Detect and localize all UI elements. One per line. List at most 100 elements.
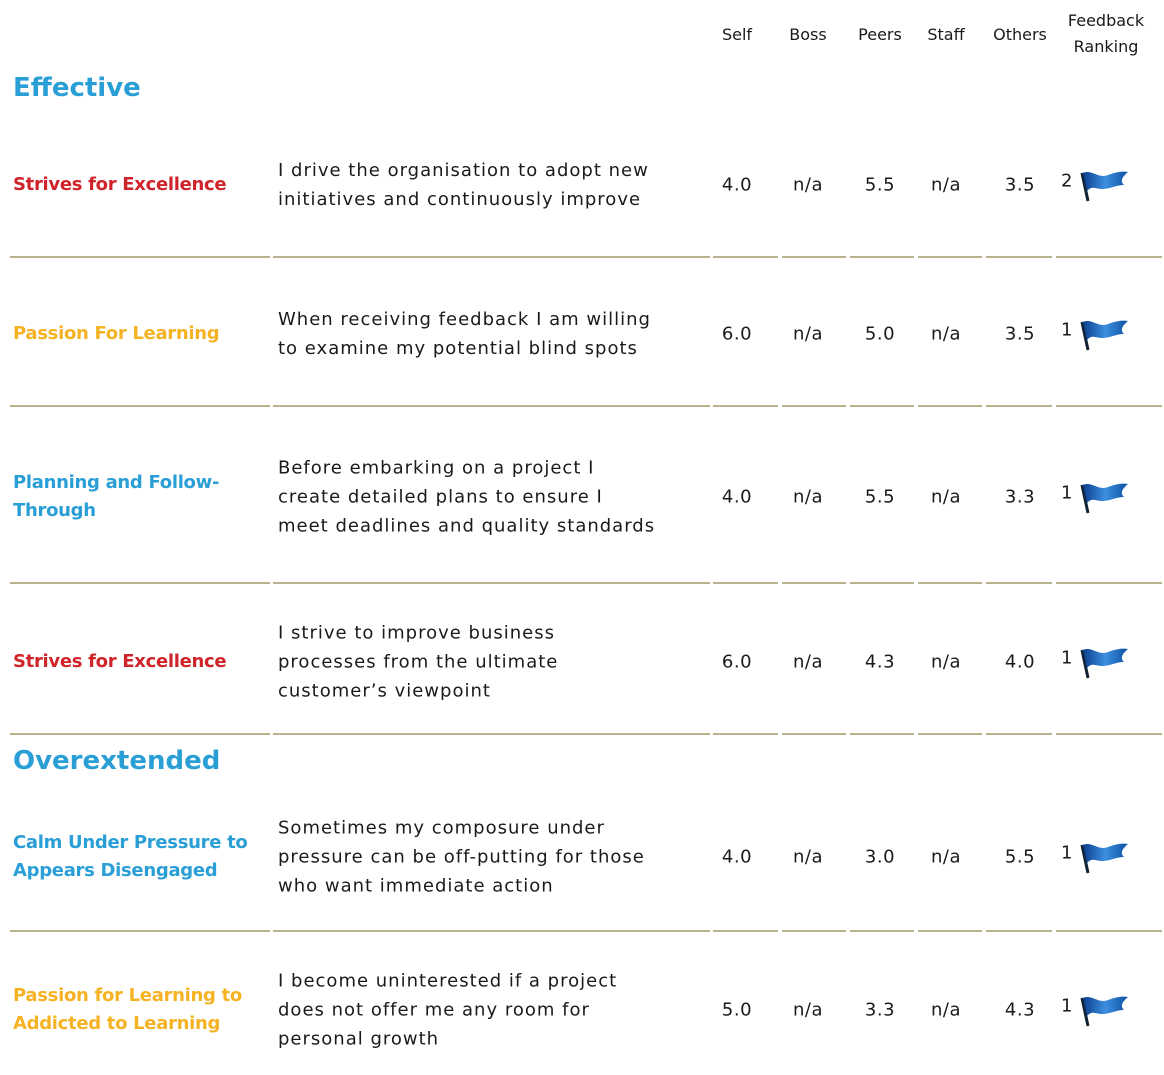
section-title: Overextended <box>13 746 221 776</box>
row-separator <box>918 256 982 258</box>
flag <box>1080 648 1128 679</box>
competency-label: Strives for Excellence <box>13 651 227 672</box>
flag <box>1080 843 1128 874</box>
flag-icon <box>1078 644 1130 684</box>
rank: 1 <box>1061 482 1073 504</box>
row-separator <box>1056 405 1162 407</box>
score: n/a <box>930 174 962 196</box>
rank: 1 <box>1061 842 1073 864</box>
row-separator <box>10 582 270 584</box>
score: 5.0 <box>721 999 753 1021</box>
rank: 1 <box>1061 647 1073 669</box>
competency-label: Passion For Learning <box>13 323 220 344</box>
flag-icon <box>1078 479 1130 519</box>
score: 4.0 <box>721 846 753 868</box>
row-separator <box>273 256 710 258</box>
row-separator <box>10 256 270 258</box>
row-separator <box>850 582 914 584</box>
competency-label: Strives for Excellence <box>13 174 227 195</box>
statement: When receiving feedback I am willing to … <box>278 309 651 359</box>
row-separator <box>1056 582 1162 584</box>
row-separator <box>273 733 710 735</box>
flag <box>1080 171 1128 202</box>
statement: I become uninterested if a project does … <box>278 970 618 1050</box>
statement: Before embarking on a project I create d… <box>278 457 656 537</box>
row-separator <box>918 405 982 407</box>
row-separator <box>273 930 710 932</box>
row-separator <box>782 733 846 735</box>
row-separator <box>986 930 1052 932</box>
column-header: Peers <box>858 25 902 44</box>
row-separator <box>713 733 778 735</box>
row-separator <box>850 405 914 407</box>
rank: 1 <box>1061 995 1073 1017</box>
row-separator <box>10 405 270 407</box>
score: n/a <box>930 486 962 508</box>
score: n/a <box>930 323 962 345</box>
section-title: Effective <box>13 73 141 103</box>
statement: I drive the organisation to adopt new in… <box>278 160 649 210</box>
score: 3.0 <box>864 846 896 868</box>
row-separator <box>1056 256 1162 258</box>
row-separator <box>918 733 982 735</box>
row-separator <box>850 256 914 258</box>
score: 5.5 <box>1004 846 1036 868</box>
score: n/a <box>792 999 824 1021</box>
row-separator <box>273 405 710 407</box>
column-header: Others <box>993 25 1047 44</box>
score: 4.0 <box>721 174 753 196</box>
flag-icon <box>1078 167 1130 207</box>
row-separator <box>782 405 846 407</box>
row-separator <box>713 256 778 258</box>
score: 5.0 <box>864 323 896 345</box>
rank: 2 <box>1061 170 1073 192</box>
flag-icon <box>1078 992 1130 1032</box>
column-header: Boss <box>789 25 827 44</box>
row-separator <box>713 582 778 584</box>
row-separator <box>713 405 778 407</box>
row-separator <box>782 256 846 258</box>
competency-label: Calm Under Pressure to Appears Disengage… <box>13 832 248 881</box>
score: 5.5 <box>864 174 896 196</box>
score: n/a <box>792 323 824 345</box>
row-separator <box>782 930 846 932</box>
score: 4.0 <box>1004 651 1036 673</box>
flag-icon <box>1078 839 1130 879</box>
score: 3.3 <box>864 999 896 1021</box>
score: n/a <box>930 651 962 673</box>
row-separator <box>273 582 710 584</box>
row-separator <box>986 405 1052 407</box>
row-separator <box>918 582 982 584</box>
row-separator <box>782 582 846 584</box>
flag <box>1080 996 1128 1027</box>
row-separator <box>1056 930 1162 932</box>
score: 3.5 <box>1004 323 1036 345</box>
row-separator <box>986 733 1052 735</box>
competency-label: Passion for Learning to Addicted to Lear… <box>13 985 242 1034</box>
row-separator <box>1056 733 1162 735</box>
score: n/a <box>792 846 824 868</box>
statement: Sometimes my composure under pressure ca… <box>278 817 645 897</box>
row-separator <box>986 582 1052 584</box>
score: 5.5 <box>864 486 896 508</box>
score: 6.0 <box>721 323 753 345</box>
column-header: Feedback Ranking <box>1067 11 1145 56</box>
score: n/a <box>792 486 824 508</box>
column-header: Staff <box>927 25 965 44</box>
score: 3.5 <box>1004 174 1036 196</box>
row-separator <box>850 930 914 932</box>
score: 3.3 <box>1004 486 1036 508</box>
score: 6.0 <box>721 651 753 673</box>
score: 4.3 <box>864 651 896 673</box>
score: n/a <box>930 846 962 868</box>
rank: 1 <box>1061 319 1073 341</box>
row-separator <box>918 930 982 932</box>
flag-icon <box>1078 316 1130 356</box>
statement: I strive to improve business processes f… <box>278 622 559 702</box>
score: 4.3 <box>1004 999 1036 1021</box>
score: n/a <box>792 174 824 196</box>
score: n/a <box>930 999 962 1021</box>
row-separator <box>10 930 270 932</box>
flag <box>1080 483 1128 514</box>
row-separator <box>986 256 1052 258</box>
